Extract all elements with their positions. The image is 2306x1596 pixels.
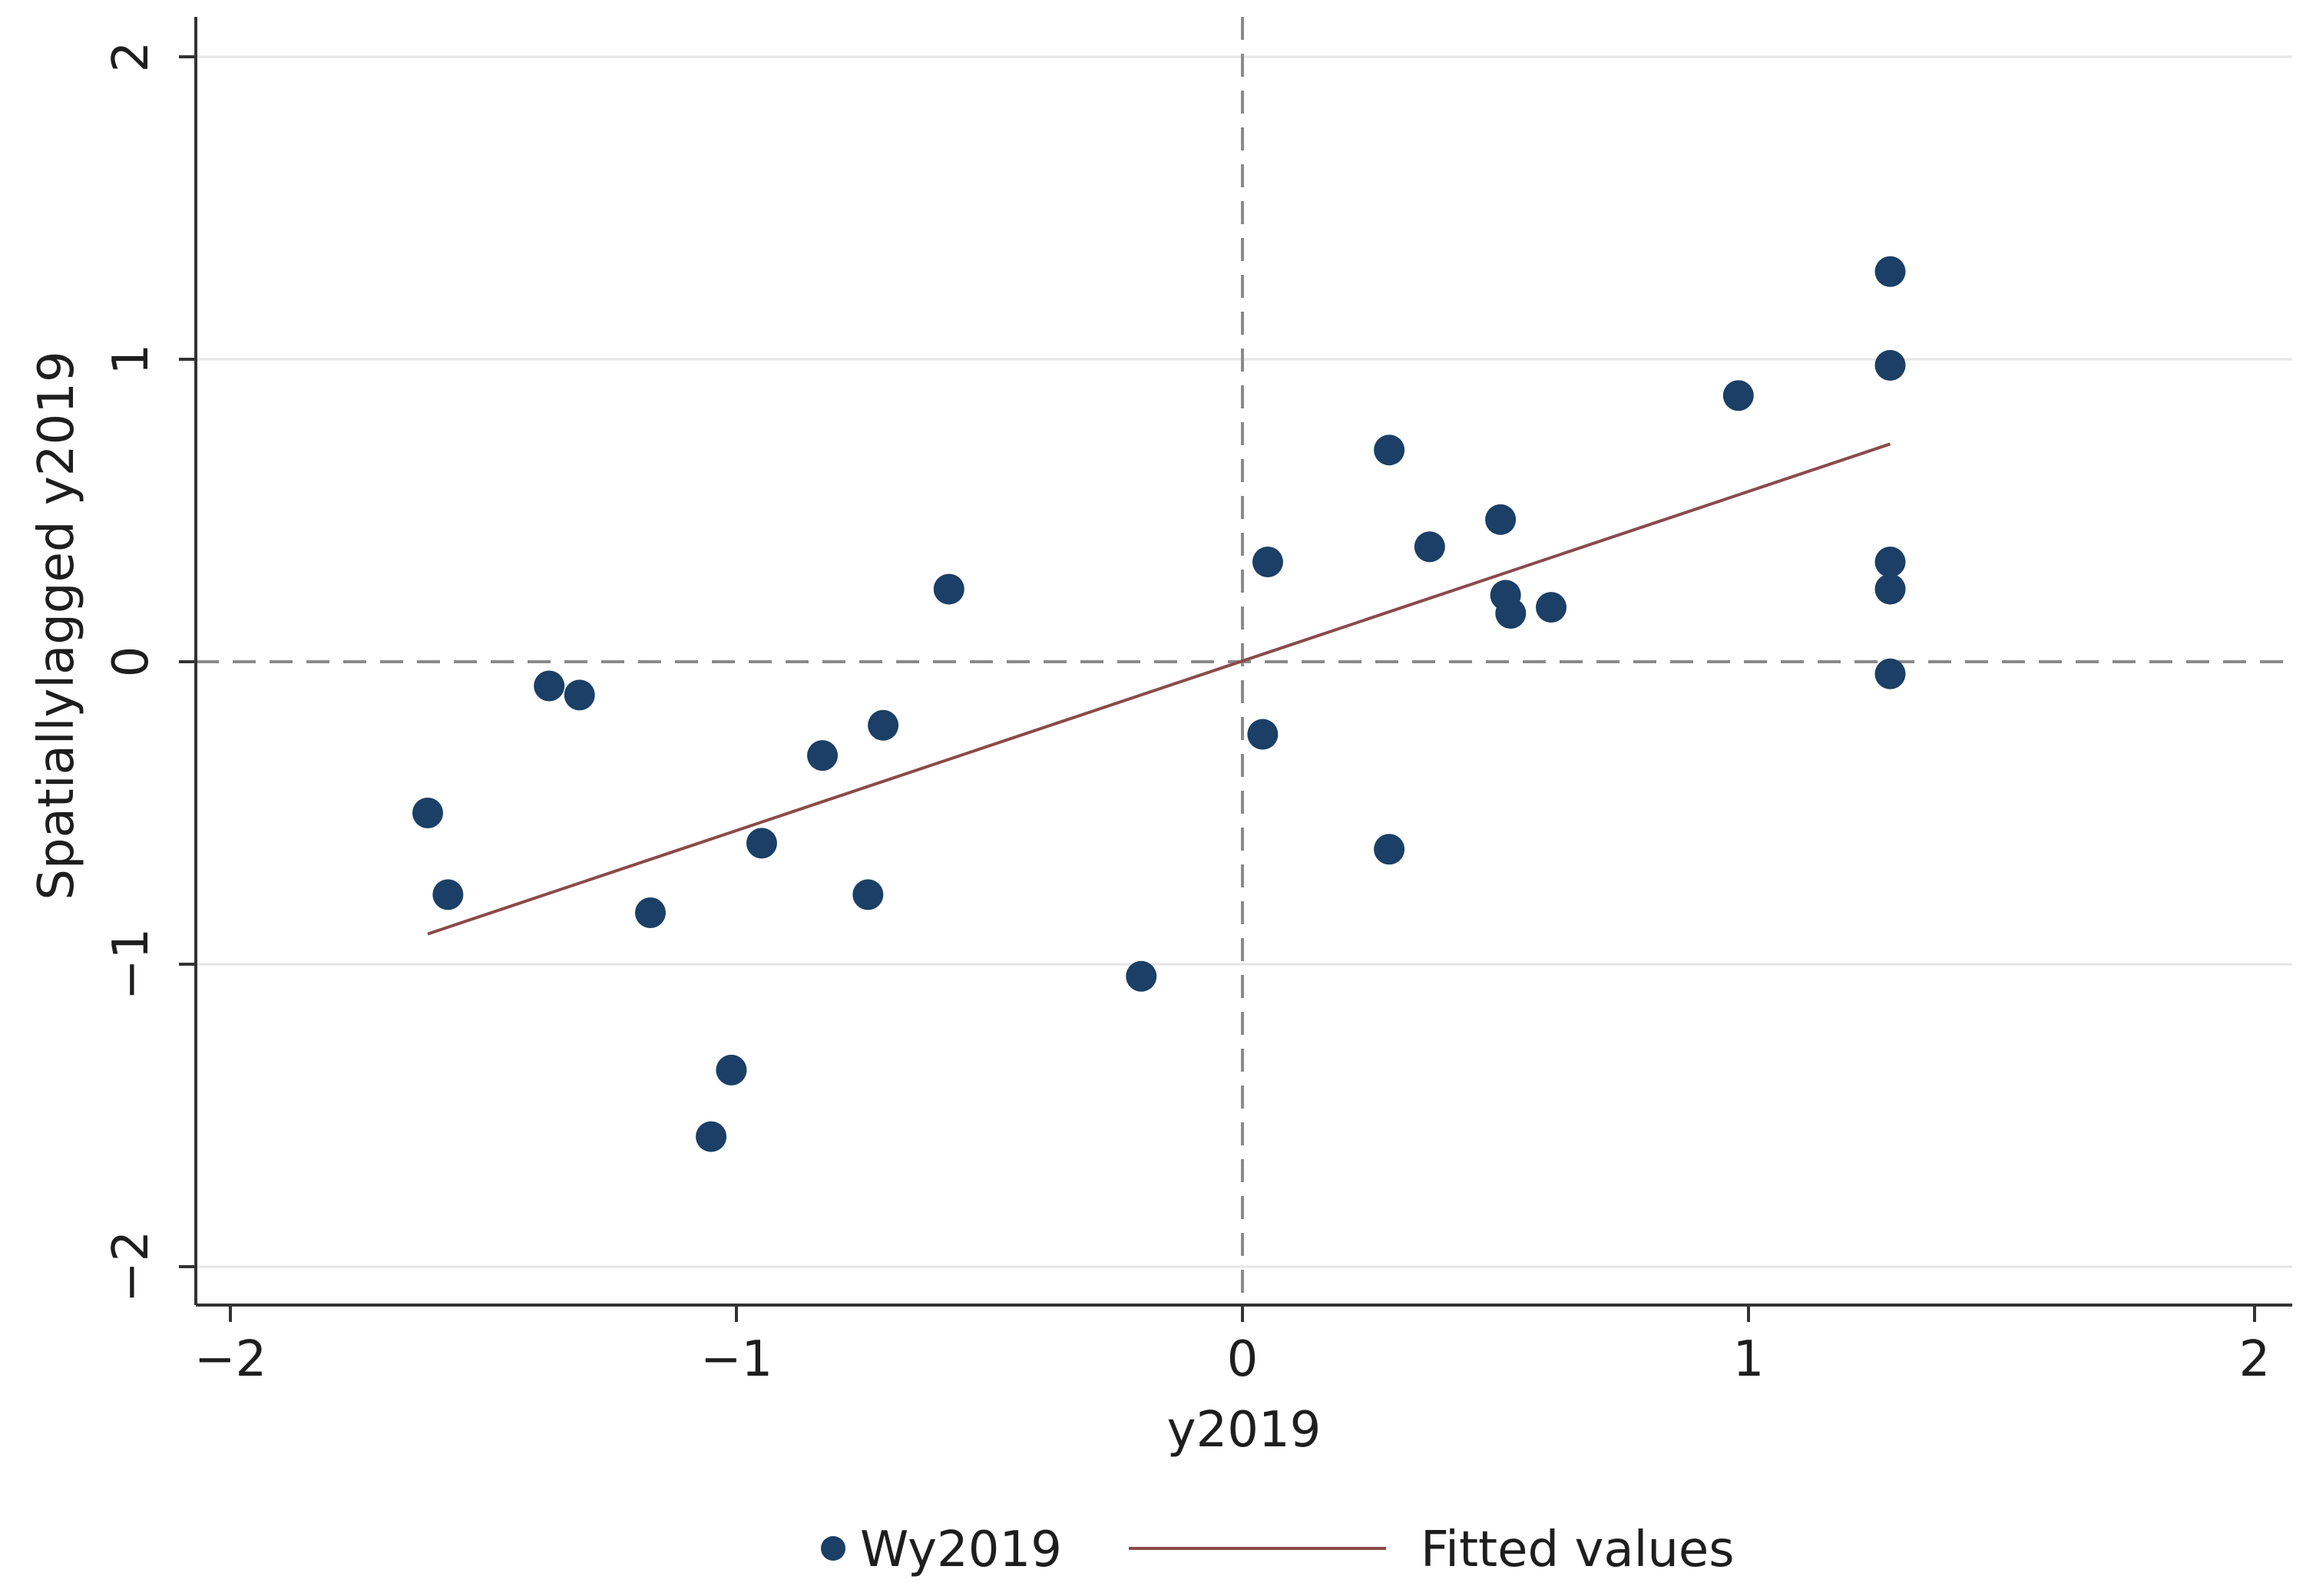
legend: Wy2019 Fitted values bbox=[821, 1522, 1735, 1578]
axes: −2 −1 0 1 2 −2 −1 0 1 2 bbox=[103, 17, 2292, 1388]
x-tick-label: 0 bbox=[1227, 1331, 1259, 1388]
x-tick-label: 2 bbox=[2239, 1331, 2271, 1388]
wy2019-point bbox=[1722, 380, 1754, 411]
legend-label-fitted-values: Fitted values bbox=[1421, 1522, 1735, 1578]
y-tick-label: 0 bbox=[103, 646, 160, 678]
wy2019-point bbox=[1874, 573, 1906, 605]
y-axis-title: Spatiallylagged y2019 bbox=[28, 351, 85, 900]
x-tick-label: −2 bbox=[194, 1331, 266, 1388]
wy2019-point bbox=[696, 1121, 727, 1152]
wy2019-point bbox=[1874, 256, 1906, 287]
y-tick-label: 2 bbox=[103, 41, 160, 73]
wy2019-point bbox=[634, 897, 666, 929]
wy2019-point bbox=[432, 879, 464, 910]
fitted-values-series bbox=[427, 442, 1891, 936]
x-tick-label: 1 bbox=[1733, 1331, 1765, 1388]
wy2019-point bbox=[1874, 658, 1906, 689]
wy2019-series bbox=[412, 256, 1906, 1152]
wy2019-point bbox=[1535, 592, 1567, 623]
wy2019-point bbox=[534, 670, 565, 702]
wy2019-point bbox=[1874, 546, 1906, 577]
wy2019-point bbox=[1126, 960, 1157, 992]
wy2019-point bbox=[852, 879, 884, 910]
wy2019-point bbox=[412, 798, 444, 828]
wy2019-point bbox=[1374, 435, 1405, 466]
y-tick-label: −2 bbox=[103, 1231, 160, 1303]
wy2019-point bbox=[933, 573, 964, 605]
wy2019-point bbox=[1374, 834, 1405, 865]
fitted-values-line bbox=[427, 442, 1891, 936]
wy2019-point bbox=[1252, 546, 1283, 577]
wy2019-point bbox=[868, 709, 899, 741]
wy2019-point bbox=[564, 679, 595, 711]
legend-marker-wy2019 bbox=[821, 1536, 845, 1561]
x-axis-title: y2019 bbox=[1167, 1402, 1322, 1459]
wy2019-point bbox=[746, 828, 777, 859]
wy2019-point bbox=[1874, 349, 1906, 381]
wy2019-point bbox=[1485, 504, 1517, 535]
wy2019-point bbox=[1414, 531, 1445, 563]
x-tick-label: −1 bbox=[700, 1331, 773, 1388]
wy2019-point bbox=[1247, 719, 1279, 750]
y-tick-label: 1 bbox=[103, 344, 160, 375]
wy2019-point bbox=[1495, 597, 1527, 629]
y-tick-label: −1 bbox=[103, 928, 160, 1000]
wy2019-point bbox=[716, 1054, 747, 1085]
legend-label-wy2019: Wy2019 bbox=[860, 1522, 1062, 1578]
wy2019-point bbox=[807, 740, 839, 772]
